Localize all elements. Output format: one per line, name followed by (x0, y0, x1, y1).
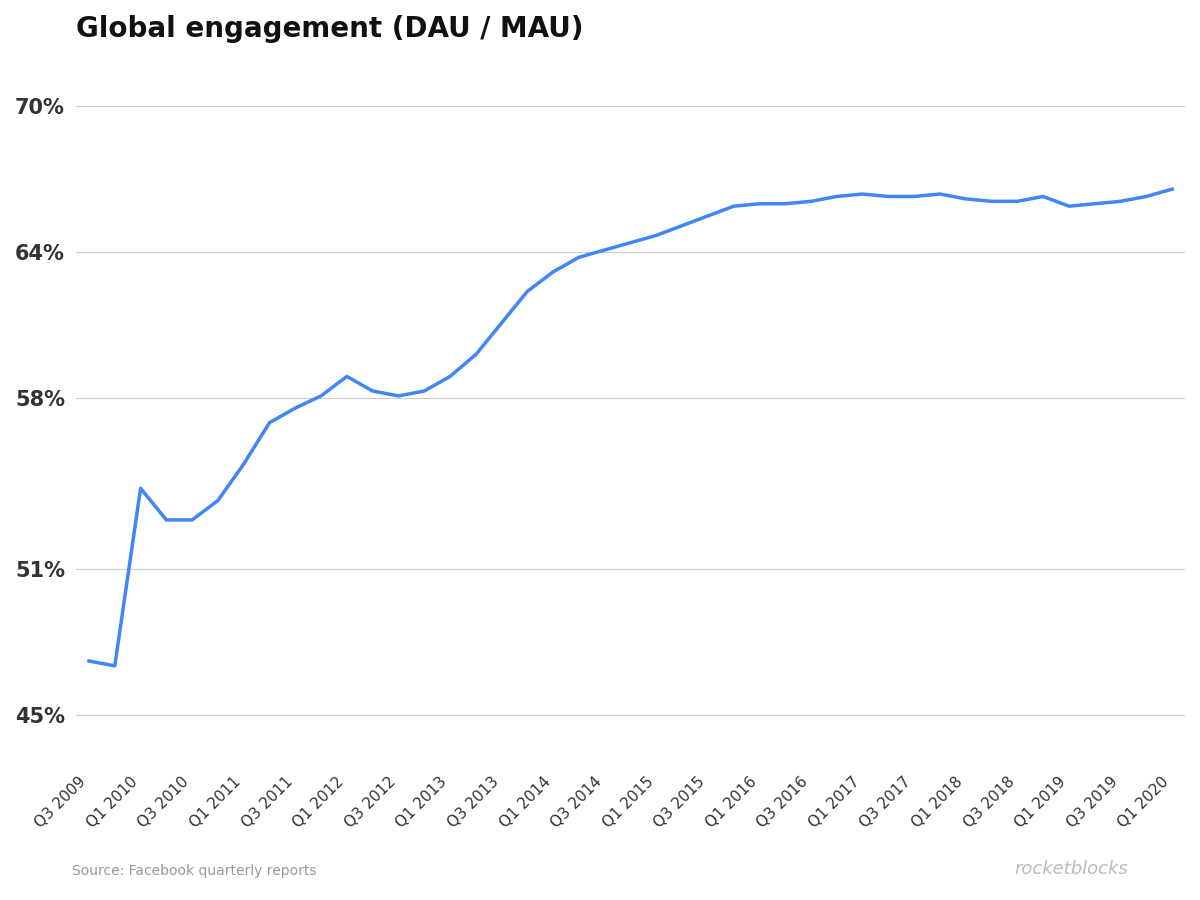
Text: Global engagement (DAU / MAU): Global engagement (DAU / MAU) (76, 15, 583, 43)
Text: rocketblocks: rocketblocks (1014, 860, 1128, 878)
Text: Source: Facebook quarterly reports: Source: Facebook quarterly reports (72, 863, 317, 878)
